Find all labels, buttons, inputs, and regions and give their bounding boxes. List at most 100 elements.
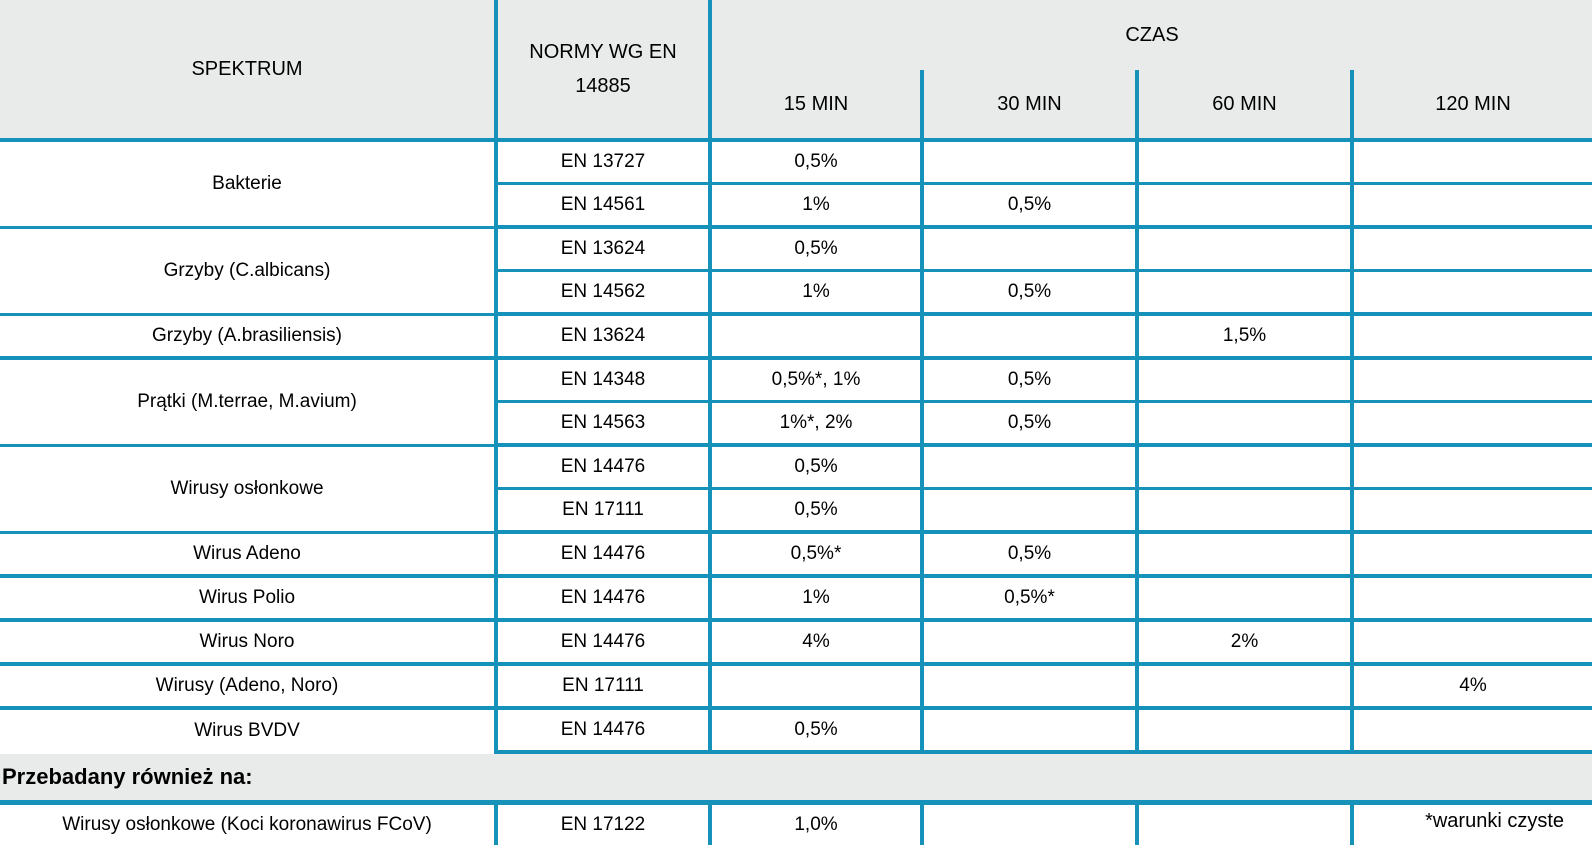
cell-15min: 0,5% xyxy=(710,227,924,272)
cell-15min: 1% xyxy=(710,183,924,229)
cell-15min: 1% xyxy=(710,270,924,316)
table-row: Wirus BVDV EN 14476 0,5% xyxy=(0,708,1592,754)
cell-15min: 1,0% xyxy=(710,802,924,845)
cell-15min: 1% xyxy=(710,576,924,622)
cell-spektrum: Wirusy osłonkowe (Koci koronawirus FCoV) xyxy=(0,802,498,845)
cell-norm: EN 13624 xyxy=(496,227,712,272)
cell-spektrum: Wirusy (Adeno, Noro) xyxy=(0,664,498,710)
cell-60min xyxy=(1137,270,1354,316)
cell-30min xyxy=(922,445,1139,490)
cell-120min xyxy=(1352,270,1592,316)
table-row: Wirusy osłonkowe (Koci koronawirus FCoV)… xyxy=(0,802,1592,845)
cell-norm: EN 13727 xyxy=(496,140,712,185)
header-spektrum: SPEKTRUM xyxy=(0,0,498,142)
cell-60min xyxy=(1137,401,1354,447)
cell-60min xyxy=(1137,140,1354,185)
table-row: Grzyby (A.brasiliensis) EN 13624 1,5% xyxy=(0,314,1592,360)
cell-30min xyxy=(922,314,1139,360)
cell-60min xyxy=(1137,708,1354,754)
cell-norm: EN 14563 xyxy=(496,401,712,447)
cell-120min xyxy=(1352,314,1592,360)
cell-15min: 0,5%*, 1% xyxy=(710,358,924,403)
cell-120min xyxy=(1352,488,1592,534)
cell-30min xyxy=(922,620,1139,666)
cell-30min xyxy=(922,488,1139,534)
header-60min: 60 MIN xyxy=(1137,70,1354,142)
cell-15min: 4% xyxy=(710,620,924,666)
section-header-label: Przebadany również na: xyxy=(0,752,1592,805)
cell-norm: EN 14476 xyxy=(496,620,712,666)
header-15min: 15 MIN xyxy=(710,70,924,142)
cell-120min xyxy=(1352,576,1592,622)
cell-60min xyxy=(1137,227,1354,272)
cell-15min: 0,5% xyxy=(710,488,924,534)
table-row: Wirus Adeno EN 14476 0,5%* 0,5% xyxy=(0,532,1592,578)
cell-120min xyxy=(1352,358,1592,403)
cell-norm: EN 14476 xyxy=(496,445,712,490)
table-row: Wirusy (Adeno, Noro) EN 17111 4% xyxy=(0,664,1592,710)
table-row: EN 14561 1% 0,5% xyxy=(0,183,1592,229)
cell-60min xyxy=(1137,532,1354,578)
cell-120min xyxy=(1352,227,1592,272)
cell-spektrum: Wirus BVDV xyxy=(0,708,498,752)
footnote: *warunki czyste xyxy=(1425,810,1564,832)
cell-15min: 0,5%* xyxy=(710,532,924,578)
cell-30min: 0,5% xyxy=(922,532,1139,578)
cell-120min: 4% xyxy=(1352,664,1592,710)
cell-60min xyxy=(1137,183,1354,229)
table-header: SPEKTRUM NORMY WG EN 14885 CZAS 15 MIN 3… xyxy=(0,0,1592,142)
table-row: EN 14563 1%*, 2% 0,5% xyxy=(0,401,1592,447)
header-normy: NORMY WG EN 14885 xyxy=(496,0,712,142)
cell-spektrum: Wirus Noro xyxy=(0,620,498,666)
cell-60min xyxy=(1137,802,1354,845)
cell-30min: 0,5% xyxy=(922,270,1139,316)
cell-30min xyxy=(922,802,1139,845)
table-row: Wirus Noro EN 14476 4% 2% xyxy=(0,620,1592,666)
table-row: EN 14562 1% 0,5% xyxy=(0,270,1592,316)
cell-30min xyxy=(922,140,1139,185)
cell-30min: 0,5% xyxy=(922,358,1139,403)
section-header-row: Przebadany również na: xyxy=(0,752,1592,805)
cell-60min xyxy=(1137,576,1354,622)
header-30min: 30 MIN xyxy=(922,70,1139,142)
cell-15min: 1%*, 2% xyxy=(710,401,924,447)
cell-30min: 0,5% xyxy=(922,183,1139,229)
cell-120min xyxy=(1352,401,1592,447)
cell-30min xyxy=(922,708,1139,754)
cell-norm: EN 17111 xyxy=(496,664,712,710)
cell-norm: EN 14476 xyxy=(496,576,712,622)
cell-spektrum: Prątki (M.terrae, M.avium) xyxy=(0,358,498,447)
table-row: Bakterie EN 13727 0,5% xyxy=(0,140,1592,229)
cell-120min xyxy=(1352,532,1592,578)
cell-30min xyxy=(922,227,1139,272)
cell-120min xyxy=(1352,183,1592,229)
table-row: Prątki (M.terrae, M.avium) EN 14348 0,5%… xyxy=(0,358,1592,447)
cell-15min xyxy=(710,314,924,360)
table-row: Wirusy osłonkowe EN 14476 0,5% xyxy=(0,445,1592,534)
cell-spektrum: Grzyby (C.albicans) xyxy=(0,227,498,316)
cell-norm: EN 17111 xyxy=(496,488,712,534)
cell-spektrum: Bakterie xyxy=(0,140,498,229)
cell-spektrum: Grzyby (A.brasiliensis) xyxy=(0,314,498,360)
cell-norm: EN 14348 xyxy=(496,358,712,403)
cell-60min xyxy=(1137,664,1354,710)
cell-120min xyxy=(1352,802,1592,845)
header-120min: 120 MIN xyxy=(1352,70,1592,142)
header-normy-line1: NORMY WG EN xyxy=(529,41,677,63)
cell-norm: EN 13624 xyxy=(496,314,712,360)
header-normy-line2: 14885 xyxy=(575,75,631,97)
table-row: Grzyby (C.albicans) EN 13624 0,5% xyxy=(0,227,1592,316)
cell-120min xyxy=(1352,708,1592,754)
cell-30min: 0,5%* xyxy=(922,576,1139,622)
cell-spektrum: Wirusy osłonkowe xyxy=(0,445,498,534)
cell-15min: 0,5% xyxy=(710,445,924,490)
cell-120min xyxy=(1352,445,1592,490)
cell-norm: EN 17122 xyxy=(496,802,712,845)
cell-60min xyxy=(1137,488,1354,534)
cell-60min: 2% xyxy=(1137,620,1354,666)
cell-15min xyxy=(710,664,924,710)
cell-norm: EN 14561 xyxy=(496,183,712,229)
cell-120min xyxy=(1352,140,1592,185)
